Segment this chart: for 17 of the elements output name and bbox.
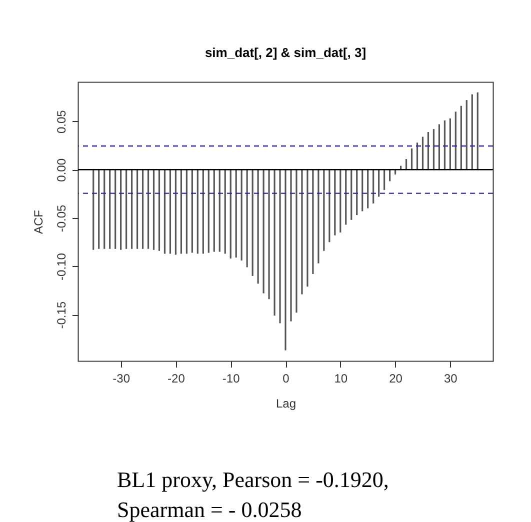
x-tick-label: -30 xyxy=(112,372,130,386)
y-tick-label: 0.00 xyxy=(54,158,68,182)
x-tick-label: -20 xyxy=(168,372,186,386)
y-tick-label: 0.05 xyxy=(54,110,68,134)
chart-title: sim_dat[, 2] & sim_dat[, 3] xyxy=(204,45,366,60)
x-tick-label: 10 xyxy=(334,372,348,386)
text: Spearman = - 0.0258 xyxy=(117,497,302,522)
x-tick-label: 0 xyxy=(282,372,290,386)
y-tick-label: -0.10 xyxy=(54,252,68,280)
x-tick-label: -10 xyxy=(222,372,240,386)
y-tick-label: -0.05 xyxy=(54,204,68,232)
x-tick-label: 20 xyxy=(389,372,403,386)
y-axis-title: ACF xyxy=(32,210,46,234)
text: BL1 proxy, Pearson = -0.1920, xyxy=(117,467,389,492)
x-tick-label: 30 xyxy=(444,372,458,386)
x-axis-title: Lag xyxy=(276,396,296,410)
y-tick-label: -0.15 xyxy=(54,301,68,329)
